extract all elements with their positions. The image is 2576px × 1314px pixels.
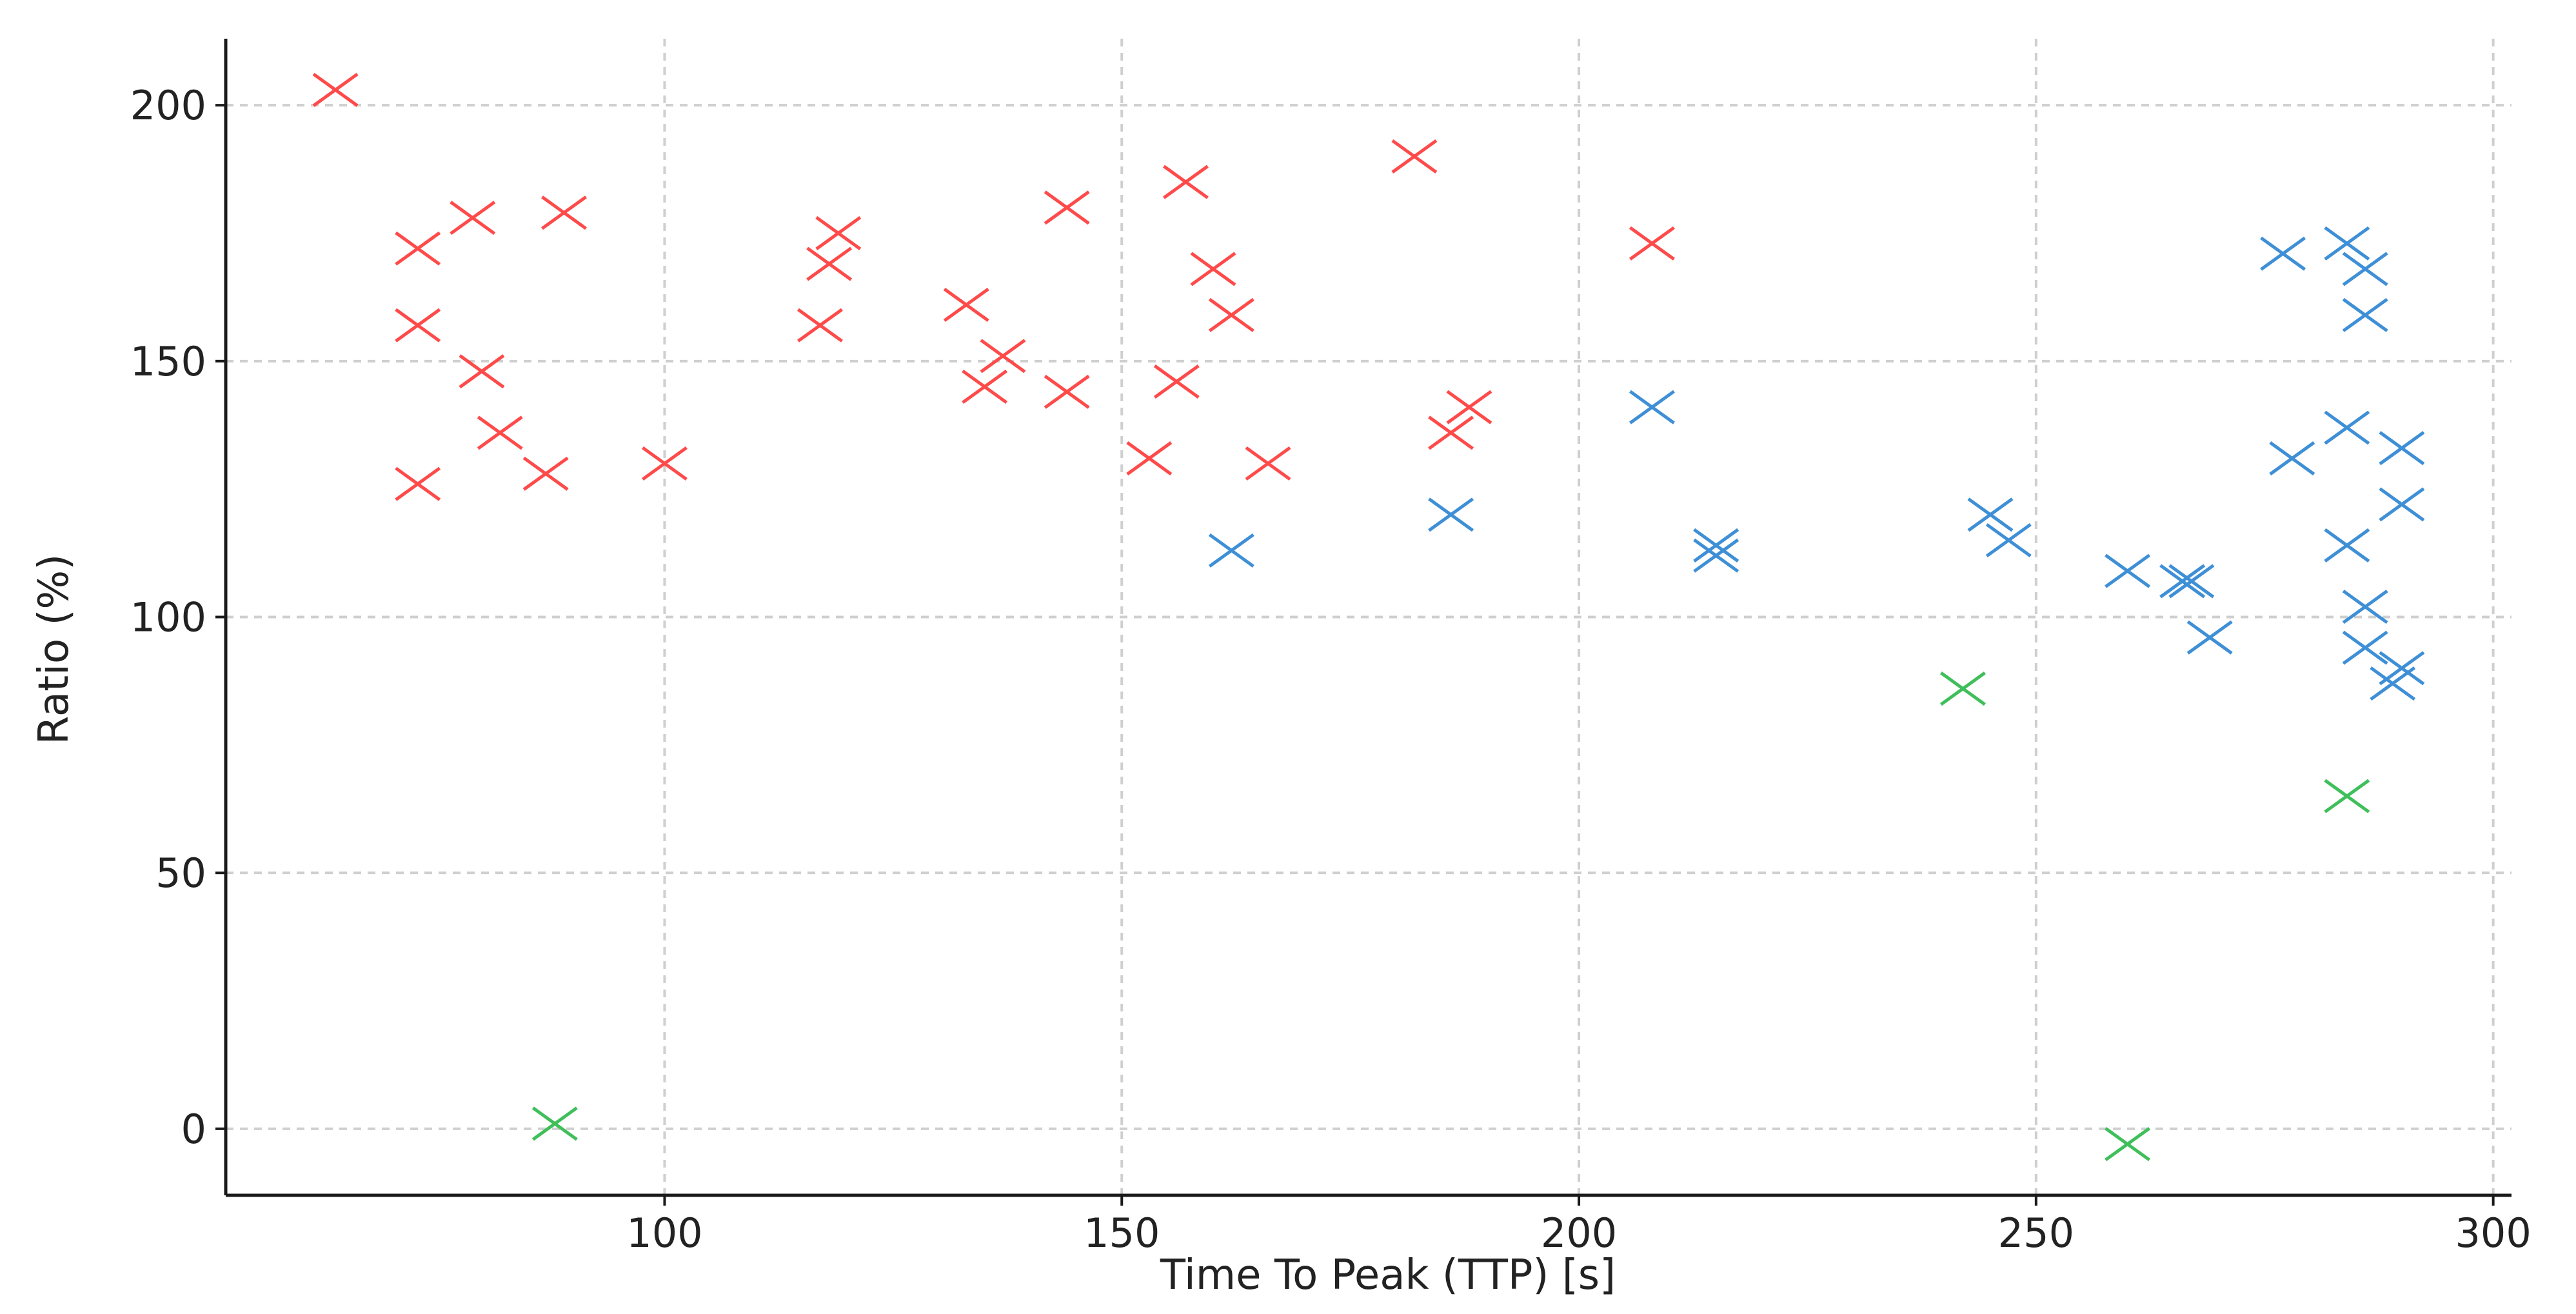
data-point-marker (1693, 538, 1739, 573)
data-point-marker (1044, 374, 1090, 409)
data-point-marker (2379, 651, 2425, 686)
data-point-marker (541, 195, 587, 230)
data-point-marker (2342, 297, 2388, 332)
data-point-marker (815, 215, 862, 250)
data-point-marker (1428, 415, 1474, 450)
data-point-marker (1939, 672, 1986, 706)
x-tick-label: 250 (1998, 1209, 2074, 1257)
data-point-marker (2342, 252, 2388, 286)
data-point-marker (1044, 190, 1090, 225)
data-point-marker (1208, 297, 1254, 332)
data-point-marker (459, 354, 505, 389)
data-point-marker (2159, 564, 2206, 599)
y-tick-label: 200 (130, 82, 206, 129)
data-point-marker (2324, 410, 2370, 445)
y-tick-label: 100 (130, 594, 206, 641)
data-point-marker (1391, 139, 1438, 174)
data-point-marker (1208, 533, 1254, 568)
x-tick-label: 300 (2455, 1209, 2531, 1257)
data-point-marker (395, 308, 441, 343)
data-point-marker (806, 246, 853, 281)
x-tick-label: 200 (1541, 1209, 1617, 1257)
y-tick-label: 0 (181, 1106, 206, 1153)
y-tick-label: 150 (130, 338, 206, 385)
data-point-marker (943, 288, 989, 323)
data-point-marker (2324, 528, 2370, 562)
data-point-marker (477, 415, 523, 450)
data-point-marker (962, 369, 1008, 404)
y-axis-title: Ratio (%) (30, 554, 78, 744)
data-point-marker (312, 72, 359, 107)
data-point-marker (2324, 779, 2370, 813)
data-point-marker (1446, 390, 1492, 424)
data-point-marker (1629, 226, 1675, 261)
data-point-marker (2342, 630, 2388, 665)
data-point-marker (1629, 390, 1675, 424)
data-point-marker (395, 231, 441, 266)
y-tick-label: 50 (155, 850, 206, 897)
x-tick-label: 150 (1084, 1209, 1160, 1257)
data-point-marker (2105, 1127, 2151, 1162)
ticks: 100 150 200 250 300 0 50 100 150 200 (130, 82, 2531, 1257)
data-point-marker (2168, 564, 2215, 599)
data-point-marker (2379, 431, 2425, 466)
data-point-marker (1967, 497, 2014, 532)
x-axis-title: Time To Peak (TTP) [s] (1160, 1251, 1616, 1299)
data-point-marker (641, 446, 688, 481)
data-points (312, 72, 2425, 1162)
data-point-marker (1245, 446, 1291, 481)
data-point-marker (2260, 236, 2306, 271)
data-point-marker (395, 466, 441, 501)
data-point-marker (531, 1106, 578, 1141)
data-point-marker (1428, 497, 1474, 532)
data-point-marker (1126, 441, 1173, 476)
data-point-marker (980, 339, 1026, 373)
data-point-marker (450, 201, 496, 235)
data-point-marker (1693, 528, 1739, 562)
x-tick-label: 100 (626, 1209, 702, 1257)
data-point-marker (2105, 553, 2151, 588)
data-point-marker (1163, 164, 1209, 199)
data-point-marker (1985, 523, 2032, 558)
data-point-marker (2186, 620, 2233, 655)
data-point-marker (2269, 441, 2315, 476)
grid-lines (226, 39, 2512, 1195)
data-point-marker (1190, 252, 1236, 286)
data-point-marker (797, 308, 843, 343)
data-point-marker (2342, 590, 2388, 624)
data-point-marker (2379, 487, 2425, 522)
data-point-marker (2324, 226, 2370, 261)
data-point-marker (1153, 364, 1200, 399)
data-point-marker (522, 456, 569, 491)
